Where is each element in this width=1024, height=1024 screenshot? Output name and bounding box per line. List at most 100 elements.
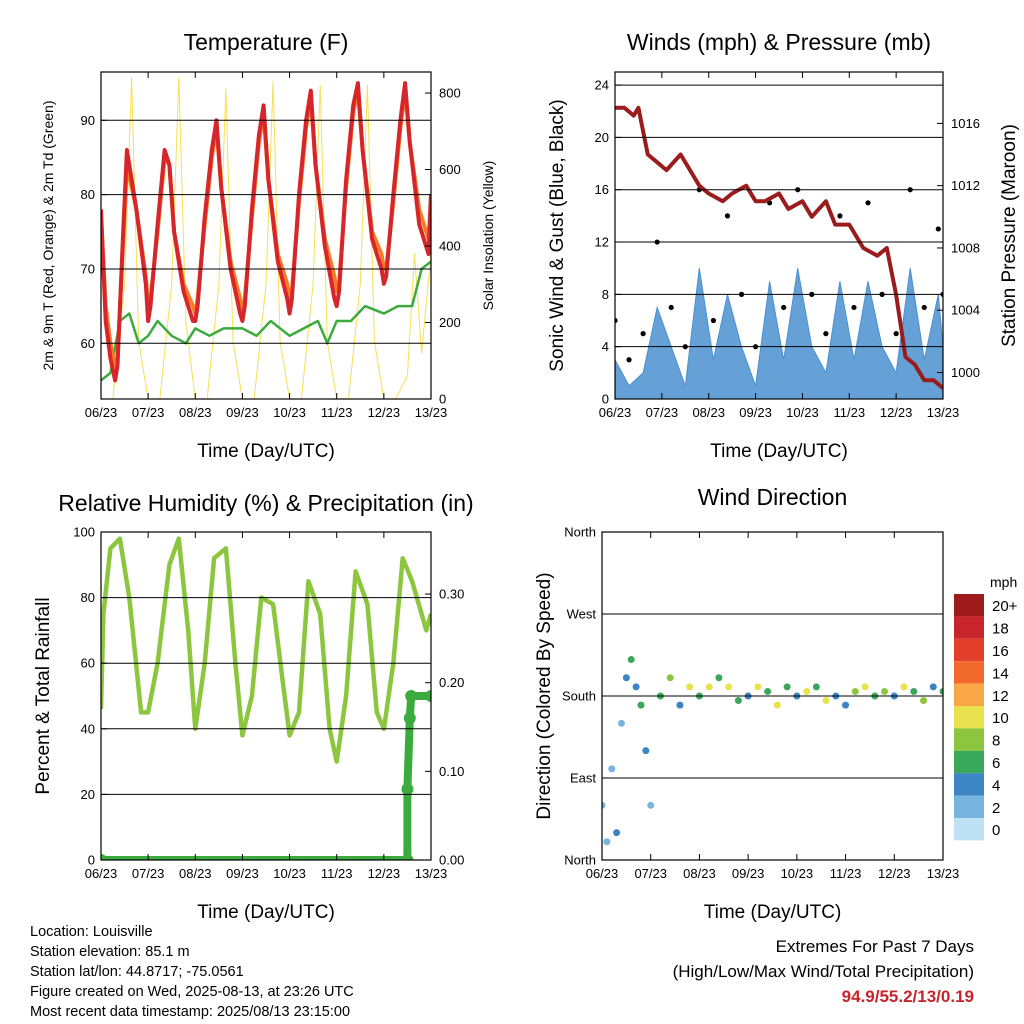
legend-swatch — [954, 683, 984, 706]
direction-point — [676, 701, 684, 709]
y2-axis-title: Solar Insolation (Yellow) — [480, 161, 496, 311]
y-tick-label: 8 — [602, 287, 609, 302]
x-tick-label: 12/23 — [368, 405, 401, 420]
x-tick-label: 11/23 — [830, 866, 862, 881]
x-tick-label: 09/23 — [226, 866, 259, 881]
y2-tick-label: 600 — [439, 162, 461, 177]
extremes-values: 94.9/55.2/13/0.19 — [841, 987, 974, 1006]
direction-point — [603, 838, 611, 846]
speed-legend: mph 20+ 18 16 14 12 10 8 6 4 2 0 — [954, 574, 1018, 841]
direction-point — [705, 683, 713, 691]
x-tick-label: 10/23 — [273, 405, 306, 420]
direction-point — [764, 687, 772, 695]
x-tick-label: 12/23 — [878, 866, 911, 881]
y2-axis-title: Station Pressure (Maroon) — [999, 124, 1020, 347]
x-tick-label: 09/23 — [226, 405, 259, 420]
x-tick-label: 07/23 — [132, 866, 165, 881]
winds-title: Winds (mph) & Pressure (mb) — [627, 29, 931, 55]
x-tick-label: 13/23 — [927, 405, 960, 420]
direction-frame — [601, 531, 944, 861]
recent-text: Most recent data timestamp: 2025/08/13 2… — [30, 1004, 351, 1020]
winds-frame — [614, 71, 944, 400]
legend-label: 20+ — [992, 598, 1018, 615]
y-tick-label: 12 — [595, 235, 609, 250]
x-tick-label: 07/23 — [132, 405, 165, 420]
direction-point — [881, 687, 889, 695]
direction-plot-area — [602, 656, 943, 846]
legend-label: 2 — [992, 800, 1000, 817]
direction-point — [602, 801, 606, 809]
y-tick-label: 20 — [81, 787, 95, 802]
x-tick-label: 10/23 — [781, 866, 814, 881]
direction-point — [617, 719, 625, 727]
y2-tick-label: 400 — [439, 239, 461, 254]
y2-tick-label: 0.30 — [439, 587, 464, 602]
x-axis-title: Time (Day/UTC) — [704, 902, 842, 923]
y-tick-label: West — [567, 607, 597, 622]
direction-point — [900, 683, 908, 691]
y-tick-label: 60 — [81, 656, 95, 671]
y-tick-label: 80 — [81, 187, 95, 202]
x-tick-label: 13/23 — [927, 866, 960, 881]
temperature-panel: Temperature (F) 60 70 80 90 06/23 07/23 08/23 09… — [40, 29, 496, 462]
legend-label: 12 — [992, 688, 1009, 705]
x-axis-title: Time (Day/UTC) — [197, 441, 335, 462]
direction-point — [842, 701, 850, 709]
legend-swatch — [954, 661, 984, 684]
extremes-box: Extremes For Past 7 Days (High/Low/Max W… — [673, 934, 974, 1009]
y-tick-label: 24 — [595, 78, 609, 93]
x-tick-label: 08/23 — [179, 405, 212, 420]
legend-label: 18 — [992, 621, 1009, 638]
y-axis-title: Sonic Wind & Gust (Blue, Black) — [547, 99, 568, 371]
humidity-frame — [100, 531, 432, 861]
gust-point — [668, 304, 674, 311]
y2-tick-label: 0.00 — [439, 853, 464, 868]
direction-point — [803, 687, 811, 695]
direction-point — [773, 701, 781, 709]
direction-point — [622, 674, 630, 682]
humidity-title: Relative Humidity (%) & Precipitation (i… — [58, 490, 473, 516]
direction-point — [627, 656, 635, 664]
x-tick-label: 12/23 — [880, 405, 913, 420]
station-info: Location: Louisville Station elevation: … — [30, 922, 354, 1022]
x-axis-title: Time (Day/UTC) — [710, 441, 848, 462]
x-tick-label: 06/23 — [599, 405, 632, 420]
x-tick-label: 10/23 — [273, 866, 306, 881]
direction-panel: Wind DirectionNorthEastSouthWestNorth06/… — [534, 484, 959, 923]
winds-plot-area — [615, 105, 943, 399]
x-tick-label: 09/23 — [739, 405, 772, 420]
series-wind — [615, 268, 943, 399]
y2-tick-label: 0 — [439, 392, 446, 407]
x-tick-label: 13/23 — [415, 405, 448, 420]
legend-swatch — [954, 706, 984, 729]
legend-swatch — [954, 728, 984, 751]
precip-point — [401, 854, 414, 860]
direction-point — [734, 697, 742, 705]
precip-point — [403, 712, 416, 725]
y-tick-label: 40 — [81, 721, 95, 736]
x-tick-label: 11/23 — [321, 405, 353, 420]
direction-point — [686, 683, 694, 691]
direction-point — [725, 683, 733, 691]
gust-point — [781, 304, 787, 311]
legend-swatch — [954, 773, 984, 796]
direction-point — [608, 765, 616, 773]
y2-tick-label: 1012 — [951, 178, 980, 193]
x-tick-label: 13/23 — [415, 866, 448, 881]
legend-label: 0 — [992, 822, 1000, 839]
direction-point — [613, 829, 621, 837]
x-tick-label: 08/23 — [683, 866, 716, 881]
direction-point — [783, 683, 791, 691]
legend-swatch — [954, 616, 984, 639]
legend-title: mph — [990, 574, 1017, 590]
gust-point — [851, 304, 857, 311]
precip-point — [405, 690, 418, 702]
x-tick-label: 07/23 — [634, 866, 667, 881]
legend-swatch — [954, 594, 984, 617]
direction-point — [632, 683, 640, 691]
direction-point — [920, 697, 928, 705]
direction-point — [939, 687, 943, 695]
y-tick-label: North — [564, 853, 596, 868]
legend-label: 10 — [992, 710, 1009, 727]
